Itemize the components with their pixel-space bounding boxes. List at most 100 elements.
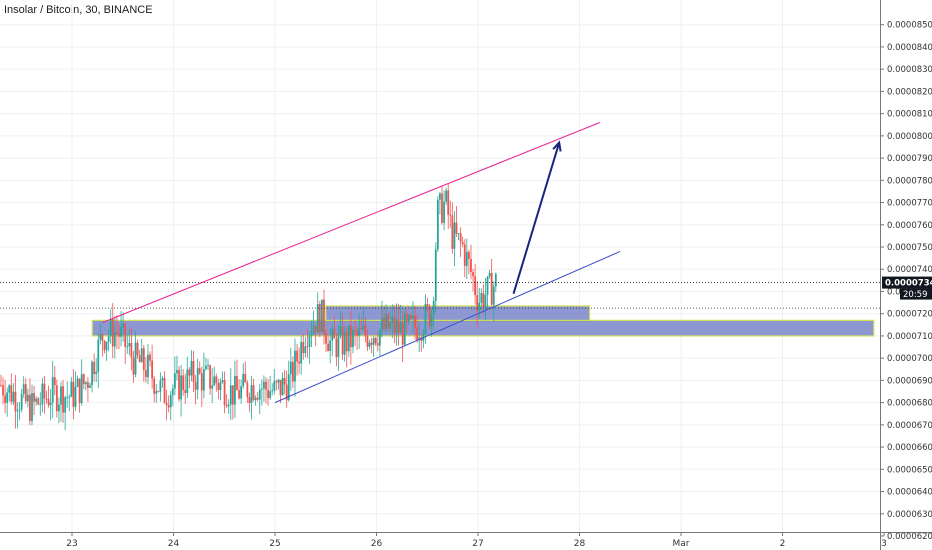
candle-body (186, 369, 189, 394)
candle-body (58, 404, 60, 412)
candle-body (144, 370, 147, 378)
candle-body (99, 334, 102, 340)
candle-body (457, 233, 460, 235)
x-tick-label: 27 (472, 539, 483, 549)
candle-body (383, 317, 385, 330)
candle-body (436, 199, 439, 250)
candle-body (62, 386, 64, 413)
candle-body (176, 369, 178, 374)
candle-body (78, 378, 81, 404)
candle-body (151, 360, 154, 379)
candle-body (231, 385, 234, 405)
candle-body (0, 384, 2, 386)
candle-body (310, 333, 313, 336)
candle-body (263, 381, 265, 389)
candle-body (449, 214, 452, 216)
x-tick-label: 2 (780, 539, 786, 549)
candle-body (292, 361, 294, 382)
candle-body (14, 391, 17, 412)
candle-body (376, 343, 379, 346)
candle-body (374, 338, 377, 344)
candle-body (250, 385, 253, 403)
candle-body (72, 381, 75, 407)
candle-body (476, 295, 479, 312)
candle-body (314, 325, 317, 333)
candle-body (120, 327, 122, 337)
candle-body (132, 357, 135, 375)
candle-body (147, 354, 149, 378)
candle-body (275, 381, 278, 383)
y-tick-label: 0.0000790 (887, 154, 932, 164)
candle-body (468, 252, 470, 260)
candle-body (461, 241, 464, 245)
candle-body (205, 365, 207, 370)
candle-body (22, 384, 25, 394)
candle-body (289, 361, 292, 375)
candle-body (4, 395, 6, 403)
candle-body (109, 319, 112, 337)
candle-body (53, 377, 56, 386)
candle-body (178, 369, 180, 400)
candle-body (140, 348, 143, 363)
y-tick-label: 0.0000670 (887, 421, 932, 431)
candle-body (202, 369, 205, 391)
candle-body (80, 374, 83, 404)
candle-body (47, 398, 50, 406)
x-tick-label: 23 (66, 539, 77, 549)
candle-body (55, 385, 58, 412)
candle-body (95, 371, 98, 375)
candle-body (337, 334, 340, 358)
candle-body (451, 215, 454, 249)
candle-body (296, 350, 298, 362)
candle-body (349, 325, 352, 348)
candle-body (122, 323, 125, 328)
candle-body (397, 319, 400, 333)
candle-body (316, 303, 319, 333)
candle-body (84, 382, 87, 385)
candles (0, 183, 497, 431)
candle-body (484, 294, 487, 308)
candle-body (236, 375, 238, 391)
candle-body (434, 249, 437, 301)
candle-body (66, 396, 69, 398)
x-tick-label: Mar (673, 539, 690, 549)
candle-body (445, 190, 448, 202)
candle-body (128, 342, 131, 347)
candle-body (339, 326, 342, 335)
candle-body (320, 299, 323, 332)
candle-body (70, 381, 73, 397)
candle-body (258, 389, 261, 400)
candle-body (441, 193, 443, 223)
y-tick-label: 0.0000700 (887, 354, 932, 364)
candle-body (283, 377, 286, 385)
candle-body (91, 361, 93, 386)
candle-body (494, 273, 497, 287)
y-tick-label: 0.0000740 (887, 265, 932, 275)
candle-body (298, 361, 301, 364)
candle-body (153, 378, 156, 394)
candle-body (89, 385, 91, 388)
candle-body (87, 382, 89, 388)
candle-body (142, 348, 145, 371)
candle-body (285, 384, 288, 401)
y-tick-label: 0.0000640 (887, 488, 932, 498)
grid (0, 0, 880, 532)
candle-body (343, 332, 346, 355)
candle-body (265, 381, 267, 390)
candle-body (159, 380, 162, 392)
candle-body (347, 325, 350, 352)
candle-body (327, 343, 330, 351)
candle-body (389, 322, 392, 329)
candle-body (428, 306, 431, 327)
candle-body (403, 313, 406, 345)
candle-body (372, 338, 375, 345)
candle-body (37, 398, 40, 405)
candle-body (12, 391, 15, 402)
candle-body (364, 325, 367, 336)
candle-body (116, 332, 118, 334)
candle-body (234, 375, 236, 405)
candle-body (443, 201, 445, 223)
countdown-box (900, 288, 932, 300)
candle-body (486, 276, 489, 295)
